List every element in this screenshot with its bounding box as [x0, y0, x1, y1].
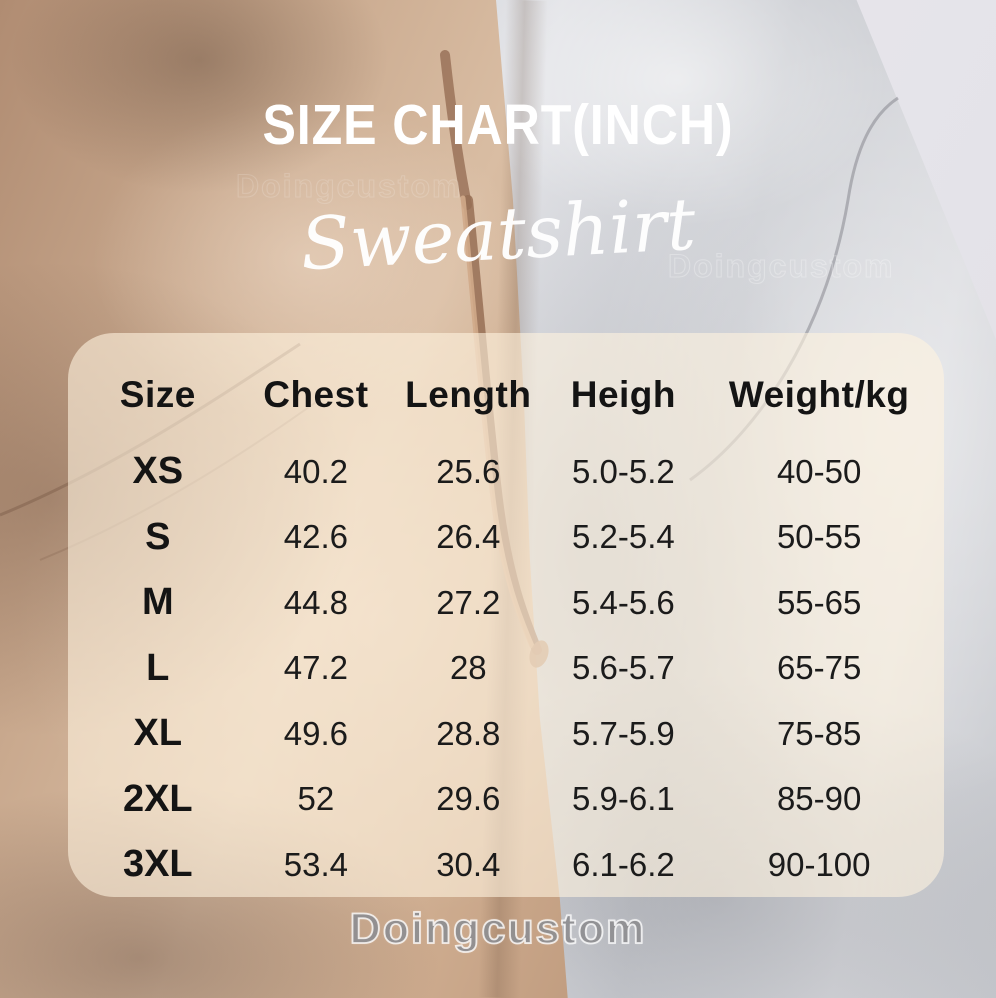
size-table-panel: Size Chest Length Heigh Weight/kg XS 40.… [68, 333, 944, 897]
column-header-chest: Chest [263, 374, 369, 415]
brand-watermark: Doingcustom [349, 904, 647, 954]
faint-watermark: Doingcustom [235, 167, 463, 204]
size-cell: XS [132, 450, 184, 493]
faint-watermark: Doingcustom [667, 247, 895, 284]
length-cell: 27.2 [436, 583, 501, 621]
weight-cell: 85-90 [776, 780, 862, 818]
weight-cell: 40-50 [776, 452, 862, 490]
chest-cell: 42.6 [283, 518, 349, 556]
chest-cell: 52 [297, 780, 335, 818]
weight-cell: 50-55 [776, 518, 862, 556]
column-header-size: Size [119, 374, 196, 415]
chest-cell: 40.2 [283, 452, 349, 490]
column-header-weight: Weight/kg [728, 374, 910, 415]
size-cell: 2XL [122, 777, 193, 820]
column-header-length: Length [405, 374, 532, 415]
chest-cell: 53.4 [283, 845, 349, 883]
heigh-cell: 5.4-5.6 [571, 583, 675, 621]
chest-cell: 47.2 [283, 649, 349, 687]
size-cell: S [145, 515, 171, 558]
size-cell: XL [133, 712, 183, 755]
heigh-cell: 5.0-5.2 [571, 452, 675, 490]
size-cell: L [146, 646, 170, 689]
size-cell: M [141, 581, 174, 624]
weight-cell: 75-85 [776, 714, 862, 752]
weight-cell: 65-75 [776, 649, 862, 687]
heigh-cell: 5.2-5.4 [571, 518, 675, 556]
column-header-heigh: Heigh [570, 374, 676, 415]
heigh-cell: 5.6-5.7 [571, 649, 675, 687]
size-table: Size Chest Length Heigh Weight/kg XS 40.… [68, 351, 944, 897]
length-cell: 29.6 [436, 780, 501, 818]
length-cell: 30.4 [436, 845, 501, 883]
chest-cell: 44.8 [283, 583, 349, 621]
heigh-cell: 5.9-6.1 [571, 780, 675, 818]
length-cell: 28 [449, 649, 487, 687]
length-cell: 28.8 [436, 714, 501, 752]
size-cell: 3XL [122, 843, 193, 886]
length-cell: 26.4 [436, 518, 501, 556]
weight-cell: 90-100 [767, 845, 871, 883]
heigh-cell: 5.7-5.9 [571, 714, 675, 752]
length-cell: 25.6 [436, 452, 501, 490]
chest-cell: 49.6 [283, 714, 349, 752]
size-chart-title: SIZE CHART(INCH) [262, 93, 734, 157]
heigh-cell: 6.1-6.2 [571, 845, 675, 883]
weight-cell: 55-65 [776, 583, 862, 621]
